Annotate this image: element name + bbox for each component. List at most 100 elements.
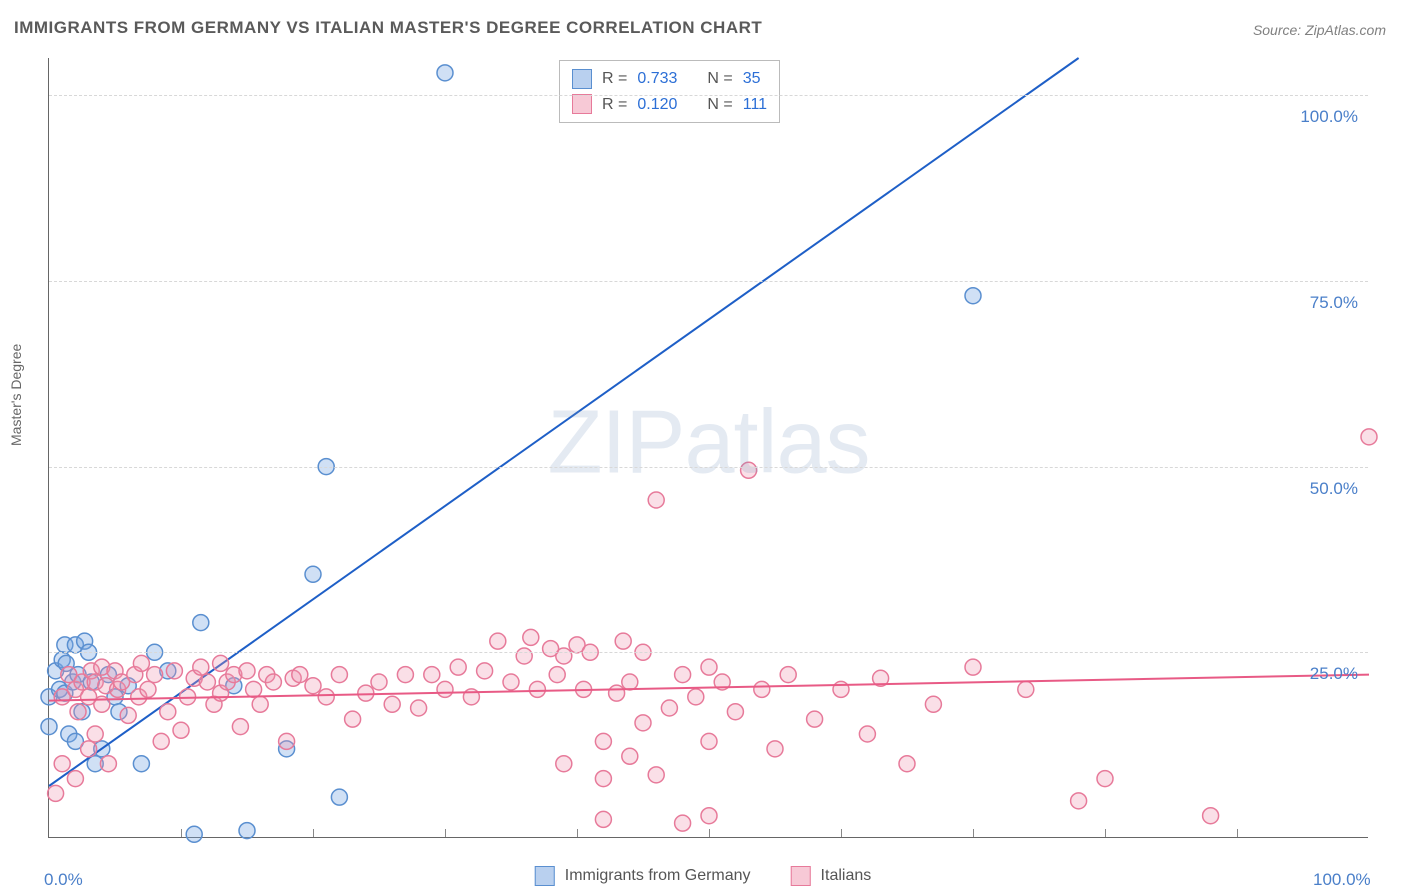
data-point bbox=[193, 659, 209, 675]
source-attribution: Source: ZipAtlas.com bbox=[1253, 22, 1386, 38]
data-point bbox=[1018, 681, 1034, 697]
gridline-h bbox=[49, 281, 1368, 282]
data-point bbox=[450, 659, 466, 675]
data-point bbox=[675, 667, 691, 683]
data-point bbox=[67, 771, 83, 787]
data-point bbox=[807, 711, 823, 727]
data-point bbox=[648, 492, 664, 508]
x-tick-minor bbox=[1237, 829, 1238, 837]
x-tick-minor bbox=[841, 829, 842, 837]
data-point bbox=[833, 681, 849, 697]
data-point bbox=[411, 700, 427, 716]
legend-correlation-box: R =0.733N =35R =0.120N =111 bbox=[559, 60, 780, 123]
data-point bbox=[523, 629, 539, 645]
gridline-h bbox=[49, 652, 1368, 653]
data-point bbox=[100, 756, 116, 772]
gridline-h bbox=[49, 95, 1368, 96]
data-point bbox=[503, 674, 519, 690]
data-point bbox=[239, 663, 255, 679]
n-label: N = bbox=[707, 66, 732, 92]
data-point bbox=[780, 667, 796, 683]
data-point bbox=[345, 711, 361, 727]
data-point bbox=[965, 288, 981, 304]
data-point bbox=[701, 733, 717, 749]
data-point bbox=[371, 674, 387, 690]
data-point bbox=[140, 681, 156, 697]
y-tick-label: 100.0% bbox=[1300, 107, 1358, 127]
data-point bbox=[384, 696, 400, 712]
x-tick-minor bbox=[709, 829, 710, 837]
data-point bbox=[358, 685, 374, 701]
data-point bbox=[397, 667, 413, 683]
data-point bbox=[965, 659, 981, 675]
data-point bbox=[437, 65, 453, 81]
data-point bbox=[279, 733, 295, 749]
data-point bbox=[133, 756, 149, 772]
data-point bbox=[166, 663, 182, 679]
data-point bbox=[173, 722, 189, 738]
data-point bbox=[133, 655, 149, 671]
legend-swatch bbox=[535, 866, 555, 886]
data-point bbox=[213, 655, 229, 671]
x-tick-minor bbox=[973, 829, 974, 837]
data-point bbox=[160, 704, 176, 720]
y-tick-label: 50.0% bbox=[1310, 479, 1358, 499]
n-value: 35 bbox=[743, 66, 761, 92]
data-point bbox=[595, 771, 611, 787]
data-point bbox=[265, 674, 281, 690]
data-point bbox=[622, 674, 638, 690]
data-point bbox=[925, 696, 941, 712]
data-point bbox=[859, 726, 875, 742]
data-point bbox=[120, 707, 136, 723]
legend-series-label: Italians bbox=[821, 867, 872, 885]
data-point bbox=[556, 756, 572, 772]
legend-swatch bbox=[791, 866, 811, 886]
y-axis-label: Master's Degree bbox=[8, 344, 24, 446]
data-point bbox=[727, 704, 743, 720]
data-point bbox=[246, 681, 262, 697]
data-point bbox=[70, 704, 86, 720]
x-tick-label: 0.0% bbox=[44, 870, 83, 890]
data-point bbox=[1203, 808, 1219, 824]
data-point bbox=[701, 659, 717, 675]
data-point bbox=[635, 715, 651, 731]
data-point bbox=[675, 815, 691, 831]
data-point bbox=[292, 667, 308, 683]
data-point bbox=[81, 741, 97, 757]
x-tick-minor bbox=[181, 829, 182, 837]
data-point bbox=[595, 733, 611, 749]
data-point bbox=[193, 615, 209, 631]
x-tick-minor bbox=[445, 829, 446, 837]
data-point bbox=[688, 689, 704, 705]
data-point bbox=[437, 681, 453, 697]
data-point bbox=[661, 700, 677, 716]
data-point bbox=[424, 667, 440, 683]
data-point bbox=[48, 785, 64, 801]
data-point bbox=[54, 756, 70, 772]
r-value: 0.733 bbox=[637, 66, 677, 92]
data-point bbox=[767, 741, 783, 757]
data-point bbox=[239, 823, 255, 839]
data-point bbox=[1361, 429, 1377, 445]
data-point bbox=[1097, 771, 1113, 787]
data-point bbox=[147, 667, 163, 683]
data-point bbox=[516, 648, 532, 664]
data-point bbox=[305, 678, 321, 694]
data-point bbox=[741, 462, 757, 478]
gridline-h bbox=[49, 467, 1368, 468]
x-tick-minor bbox=[577, 829, 578, 837]
data-point bbox=[252, 696, 268, 712]
data-point bbox=[87, 726, 103, 742]
legend-stat-row: R =0.733N =35 bbox=[572, 66, 767, 92]
data-point bbox=[331, 667, 347, 683]
data-point bbox=[318, 689, 334, 705]
chart-svg bbox=[49, 58, 1368, 837]
legend-swatch bbox=[572, 69, 592, 89]
data-point bbox=[41, 719, 57, 735]
data-point bbox=[609, 685, 625, 701]
data-point bbox=[622, 748, 638, 764]
x-tick-minor bbox=[313, 829, 314, 837]
data-point bbox=[648, 767, 664, 783]
chart-title: IMMIGRANTS FROM GERMANY VS ITALIAN MASTE… bbox=[14, 18, 762, 38]
data-point bbox=[615, 633, 631, 649]
